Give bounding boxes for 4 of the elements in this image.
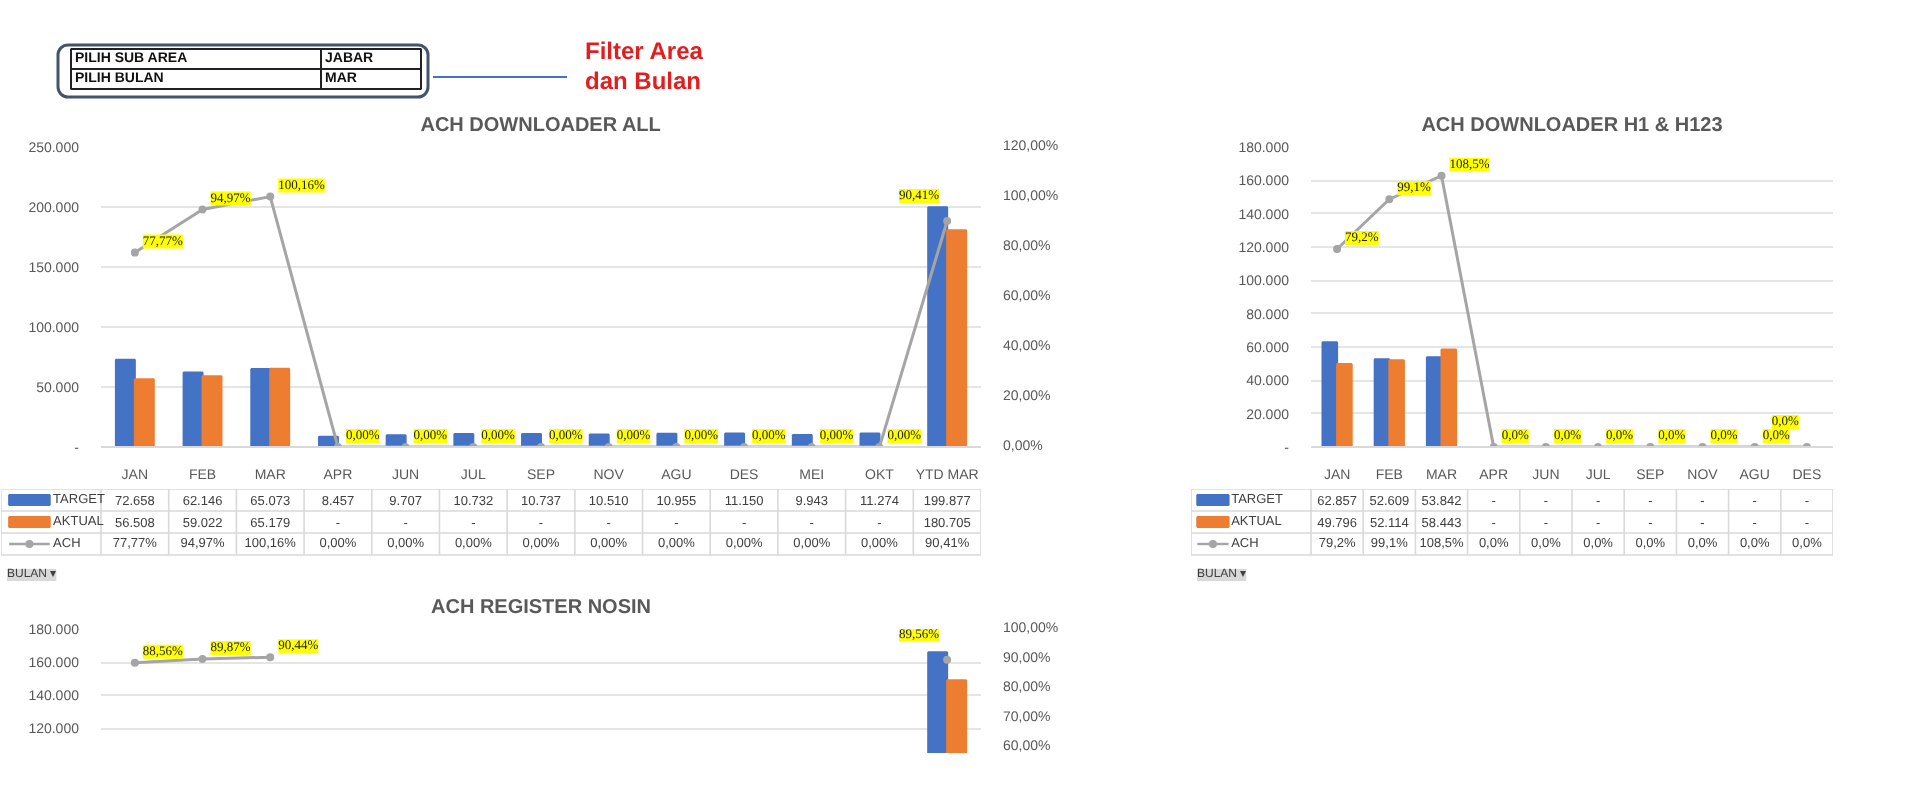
chart-title: ACH DOWNLOADER ALL: [420, 115, 661, 137]
chart-title: ACH DOWNLOADER H1 & H123: [1421, 115, 1724, 137]
chart-title: ACH REGISTER NOSIN: [430, 597, 652, 619]
text: Filter Area dan Bulan: [585, 37, 704, 95]
